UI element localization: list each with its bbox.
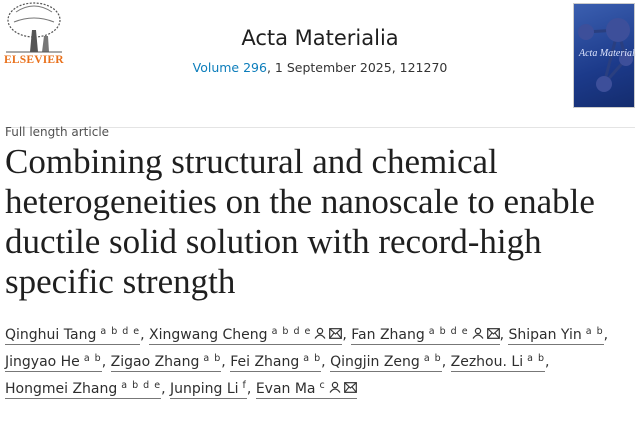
journal-title[interactable]: Acta Materialia — [241, 26, 399, 50]
elsevier-logo[interactable]: ELSEVIER — [4, 2, 64, 72]
author-name: Zezhou. Li — [450, 354, 524, 370]
separator: , — [321, 354, 331, 370]
separator: , — [140, 327, 150, 343]
author-affiliations: a b d e — [96, 326, 141, 337]
person-icon — [329, 377, 341, 401]
author-link[interactable]: Junping Li f — [169, 380, 247, 399]
author-name: Qingjin Zeng — [330, 354, 420, 370]
issue-details: , 1 September 2025, 121270 — [266, 60, 448, 75]
author-name: Shipan Yin — [508, 327, 582, 343]
cover-molecule-icon: Acta Materialia — [578, 18, 640, 92]
person-icon — [314, 323, 326, 347]
author-link[interactable]: Zigao Zhang a b — [110, 353, 222, 372]
author-link[interactable]: Qinghui Tang a b d e — [5, 326, 141, 345]
author-affiliations: a b — [299, 353, 322, 364]
author-name: Xingwang Cheng — [149, 327, 268, 343]
separator: , — [342, 327, 352, 343]
separator: , — [101, 354, 111, 370]
author-name: Evan Ma — [255, 381, 316, 397]
author-affiliations: a b d e — [424, 326, 469, 337]
author-link[interactable]: Jingyao He a b — [5, 353, 102, 372]
author-link[interactable]: Fan Zhang a b d e — [351, 326, 500, 345]
volume-link[interactable]: Volume 296 — [192, 60, 267, 75]
journal-header: Acta Materialia Volume 296, 1 September … — [0, 26, 640, 75]
author-name: Hongmei Zhang — [5, 381, 118, 397]
author-name: Junping Li — [169, 381, 239, 397]
person-icon — [472, 323, 484, 347]
author-link[interactable]: Fei Zhang a b — [230, 353, 322, 372]
issue-info: Volume 296, 1 September 2025, 121270 — [0, 60, 640, 75]
author-affiliations: a b — [523, 353, 545, 364]
article-type: Full length article — [5, 125, 110, 139]
author-list: Qinghui Tang a b d e, Xingwang Cheng a b… — [5, 320, 635, 401]
header-divider — [5, 127, 635, 128]
separator: , — [603, 327, 609, 343]
author-affiliations: a b — [419, 353, 442, 364]
author-name: Zigao Zhang — [110, 354, 200, 370]
cover-title: Acta Materialia — [578, 48, 636, 59]
author-link[interactable]: Xingwang Cheng a b d e — [149, 326, 343, 345]
author-affiliations: a b d e — [267, 326, 312, 337]
author-link[interactable]: Evan Ma c — [255, 380, 357, 399]
separator: , — [246, 381, 256, 397]
publisher-name: ELSEVIER — [4, 54, 64, 66]
elsevier-tree-icon — [6, 2, 62, 53]
author-link[interactable]: Hongmei Zhang a b d e — [5, 380, 162, 399]
separator: , — [221, 354, 231, 370]
journal-cover-image[interactable]: Acta Materialia — [573, 3, 640, 108]
author-link[interactable]: Qingjin Zeng a b — [330, 353, 442, 372]
envelope-icon[interactable] — [329, 323, 343, 347]
author-affiliations: a b — [79, 353, 102, 364]
author-affiliations: a b — [581, 326, 604, 337]
separator: , — [161, 381, 170, 397]
author-link[interactable]: Zezhou. Li a b — [450, 353, 545, 372]
author-name: Fan Zhang — [351, 327, 425, 343]
author-affiliations: a b d e — [117, 380, 162, 391]
author-link[interactable]: Shipan Yin a b — [508, 326, 604, 345]
author-affiliations: c — [315, 380, 326, 391]
envelope-icon[interactable] — [486, 323, 500, 347]
separator: , — [499, 327, 509, 343]
author-name: Qinghui Tang — [5, 327, 97, 343]
author-affiliations: f — [238, 380, 247, 391]
author-name: Fei Zhang — [230, 354, 300, 370]
article-title: Combining structural and chemical hetero… — [5, 142, 595, 301]
author-affiliations: a b — [199, 353, 222, 364]
author-name: Jingyao He — [5, 354, 80, 370]
separator: , — [545, 354, 550, 370]
separator: , — [441, 354, 451, 370]
envelope-icon[interactable] — [343, 377, 357, 401]
